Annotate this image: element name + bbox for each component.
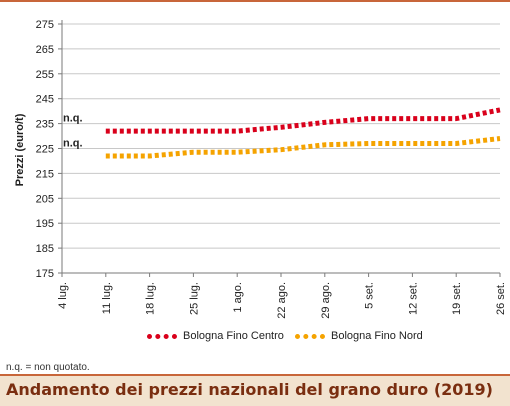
y-tick-label: 185 <box>36 243 54 255</box>
x-tick-label: 1 ago. <box>232 282 244 313</box>
series-line-0 <box>105 107 501 134</box>
x-tick-label: 12 set. <box>407 282 419 315</box>
x-tick-label: 25 lug. <box>188 282 200 315</box>
y-tick-label: 215 <box>36 168 54 180</box>
legend-swatch-centro <box>147 333 177 339</box>
y-tick-label: 225 <box>36 144 54 156</box>
annotations: n.q. n.q. <box>63 112 83 149</box>
x-tick-label: 22 ago. <box>276 282 288 319</box>
legend-label-centro: Bologna Fino Centro <box>183 330 284 342</box>
x-tick-label: 26 set. <box>495 282 507 315</box>
x-tick-label: 29 ago. <box>320 282 332 319</box>
y-tick-label: 205 <box>36 193 54 205</box>
y-tick-labels: 175 185 195 205 215 225 235 245 255 265 275 <box>36 19 54 280</box>
title-bar: Andamento dei prezzi nazionali del grano… <box>0 374 510 406</box>
x-tick-label: 19 set. <box>451 282 463 315</box>
x-tick-labels: 4 lug. 11 lug. 18 lug. 25 lug. 1 ago. 22 ago.… <box>57 282 507 319</box>
price-line-chart: 175 185 195 205 215 225 235 245 255 265 275 4 lug.… <box>14 19 507 319</box>
x-tick-label: 4 lug. <box>57 282 69 309</box>
legend-swatch-nord <box>295 333 325 339</box>
legend-label-nord: Bologna Fino Nord <box>331 330 423 342</box>
legend-item-nord: Bologna Fino Nord <box>295 330 423 342</box>
top-rule <box>0 0 510 2</box>
y-axis-label: Prezzi (euro/t) <box>14 113 26 186</box>
y-tick-label: 275 <box>36 19 54 31</box>
y-tick-label: 245 <box>36 94 54 106</box>
y-tick-label: 195 <box>36 218 54 230</box>
y-tick-label: 265 <box>36 44 54 56</box>
legend: Bologna Fino Centro Bologna Fino Nord <box>0 330 510 352</box>
x-tick-label: 18 lug. <box>145 282 157 315</box>
y-tick-label: 255 <box>36 69 54 81</box>
y-tick-label: 175 <box>36 268 54 280</box>
footnote: n.q. = non quotato. <box>6 362 90 373</box>
axes <box>58 20 501 277</box>
page-title: Andamento dei prezzi nazionali del grano… <box>6 380 493 399</box>
x-tick-label: 11 lug. <box>101 282 113 314</box>
series-lines <box>105 107 501 159</box>
x-tick-label: 5 set. <box>364 282 376 309</box>
series-line-1 <box>105 136 501 159</box>
annotation-nq: n.q. <box>63 112 83 124</box>
annotation-nq: n.q. <box>63 137 83 149</box>
y-tick-label: 235 <box>36 119 54 131</box>
legend-item-centro: Bologna Fino Centro <box>147 330 284 342</box>
